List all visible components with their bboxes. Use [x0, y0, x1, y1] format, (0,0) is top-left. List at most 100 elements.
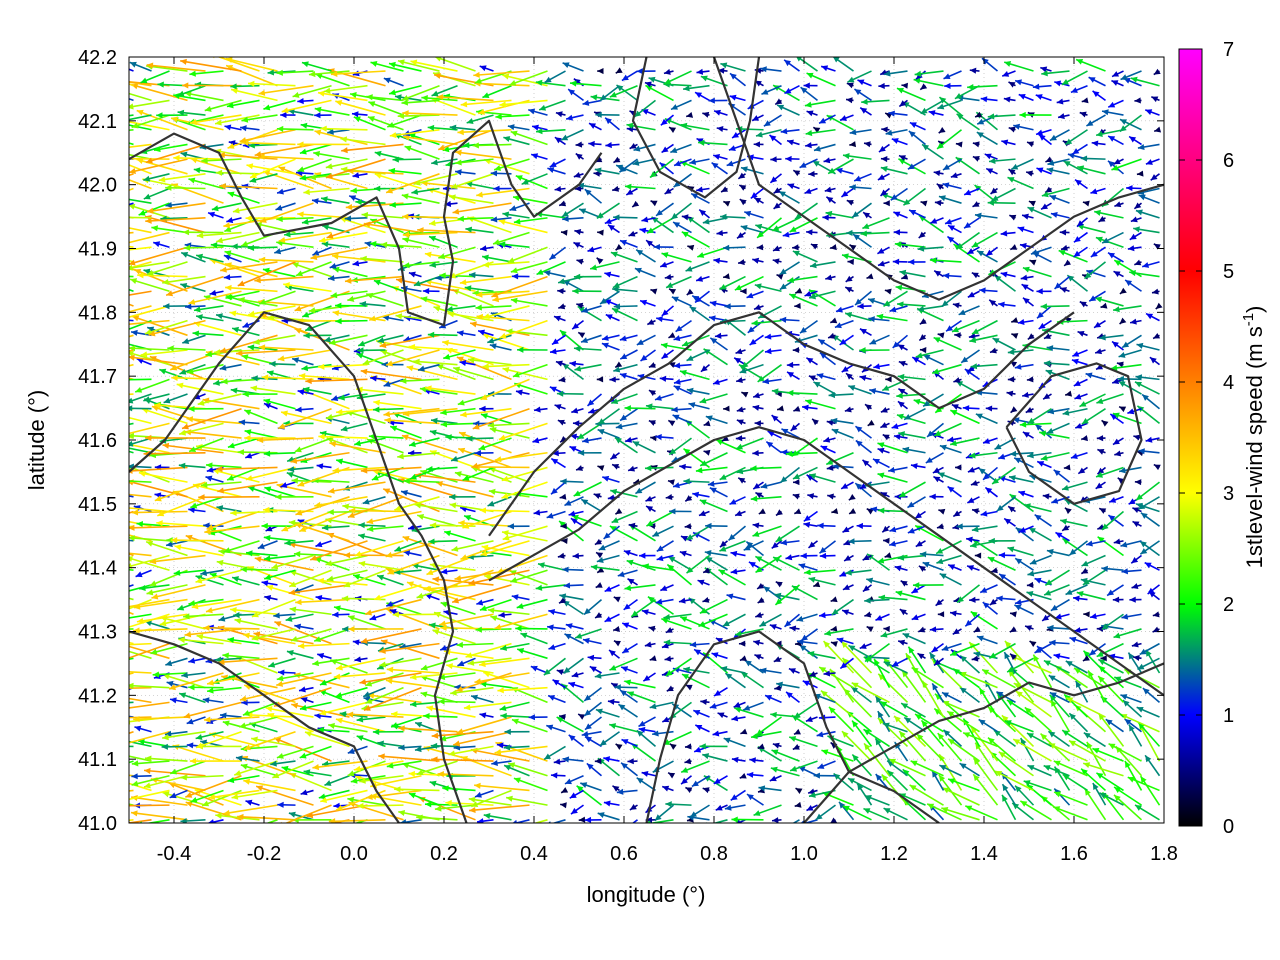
wind-vector-head — [1001, 715, 1009, 722]
wind-vector-head — [859, 347, 866, 354]
wind-vector-head — [683, 666, 691, 673]
wind-vector-head — [117, 203, 124, 209]
wind-vector-head — [1096, 435, 1104, 442]
wind-vector-head — [664, 273, 672, 280]
wind-vector-head — [975, 413, 983, 420]
wind-vector-head — [171, 374, 178, 381]
wind-vector-shaft — [276, 745, 314, 759]
wind-vector-head — [941, 806, 949, 813]
wind-vector-shaft — [881, 773, 909, 806]
wind-vector-head — [728, 533, 736, 541]
wind-vector-head — [98, 273, 104, 279]
wind-vector-head — [496, 742, 504, 749]
wind-vector-head — [806, 805, 814, 811]
wind-vector-head — [842, 526, 850, 533]
wind-vector-head — [253, 631, 261, 638]
wind-vector-head — [556, 669, 564, 676]
wind-vector-head — [479, 712, 487, 719]
wind-vector-head — [1020, 800, 1028, 807]
wind-vector-shaft — [470, 789, 512, 808]
wind-vector-head — [1140, 512, 1148, 519]
wind-vector-shaft — [151, 584, 206, 599]
wind-vector-head — [204, 716, 211, 723]
wind-vector-head — [231, 243, 238, 250]
wind-vector-head — [336, 408, 343, 415]
wind-vector-head — [809, 262, 817, 269]
wind-vector-head — [989, 652, 997, 659]
wind-vector-head — [581, 337, 588, 344]
wind-vector-shaft — [483, 671, 530, 689]
wind-vector-head — [679, 550, 687, 557]
wind-vector-shaft — [129, 554, 170, 568]
wind-vector-head — [288, 589, 296, 596]
wind-vector-head — [870, 506, 878, 513]
wind-vector-head — [415, 721, 423, 728]
wind-vector-head — [408, 524, 415, 531]
wind-vector-head — [979, 287, 986, 294]
wind-vector-head — [456, 728, 464, 735]
wind-vector-head — [501, 475, 509, 482]
wind-vector-head — [119, 616, 126, 622]
wind-vector-shaft — [1115, 745, 1143, 777]
wind-vector-head — [830, 625, 838, 632]
wind-vector-head — [752, 449, 759, 457]
wind-vector-head — [694, 649, 702, 656]
wind-vector-head — [996, 595, 1003, 602]
wind-vector-head — [387, 568, 395, 575]
wind-vector-shaft — [460, 540, 512, 560]
wind-vector-head — [1105, 719, 1113, 726]
wind-vector-head — [739, 199, 747, 206]
wind-vector-head — [258, 344, 266, 351]
wind-vector-head — [767, 431, 775, 437]
wind-vector-head — [929, 652, 936, 660]
wind-vector-head — [715, 804, 723, 811]
wind-vector-head — [432, 576, 440, 583]
wind-vector-shaft — [305, 378, 368, 383]
wind-vector-head — [836, 306, 843, 313]
wind-vector-head — [511, 594, 519, 601]
wind-vector-head — [1040, 303, 1047, 310]
wind-vector-head — [883, 537, 890, 544]
wind-vector-head — [420, 469, 428, 476]
wind-vector-head — [538, 562, 545, 569]
wind-vector-head — [1069, 636, 1077, 643]
wind-vector-head — [551, 458, 559, 465]
wind-vector-head — [1139, 541, 1147, 548]
wind-vector-head — [641, 609, 649, 616]
wind-vector-shaft — [288, 569, 332, 588]
wind-vector-head — [689, 641, 697, 648]
wind-vector-head — [457, 660, 465, 667]
wind-vector-head — [1131, 641, 1139, 648]
wind-vector-head — [880, 631, 888, 638]
wind-vector-shaft — [133, 716, 188, 721]
wind-vector-head — [383, 488, 391, 495]
wind-vector-head — [237, 449, 245, 456]
wind-vector-head — [888, 466, 895, 473]
wind-vector-head — [656, 545, 664, 552]
wind-vector-head — [899, 269, 907, 276]
wind-vector-head — [624, 679, 632, 686]
wind-vector-head — [1122, 700, 1130, 707]
wind-vector-head — [902, 633, 910, 639]
wind-vector-head — [429, 780, 437, 787]
wind-vector-head — [646, 506, 654, 512]
wind-vector-head — [998, 552, 1006, 559]
wind-vector-head — [1114, 676, 1122, 683]
wind-vector-head — [698, 510, 706, 517]
wind-vector-head — [394, 545, 402, 552]
wind-vector-head — [620, 414, 628, 421]
wind-vector-head — [263, 534, 271, 542]
wind-vector-shaft — [494, 745, 548, 754]
wind-vector-head — [979, 687, 986, 695]
wind-vector-head — [935, 599, 943, 606]
wind-vector-head — [1086, 741, 1093, 749]
wind-vector-head — [552, 679, 560, 686]
wind-vector-head — [159, 368, 167, 375]
wind-vector-head — [564, 633, 572, 640]
wind-vector-shaft — [469, 322, 530, 337]
wind-vector-head — [1140, 776, 1147, 784]
wind-vector-head — [560, 523, 567, 530]
wind-vector-head — [502, 534, 510, 541]
wind-vector-head — [432, 629, 440, 635]
wind-vector-head — [898, 639, 906, 646]
